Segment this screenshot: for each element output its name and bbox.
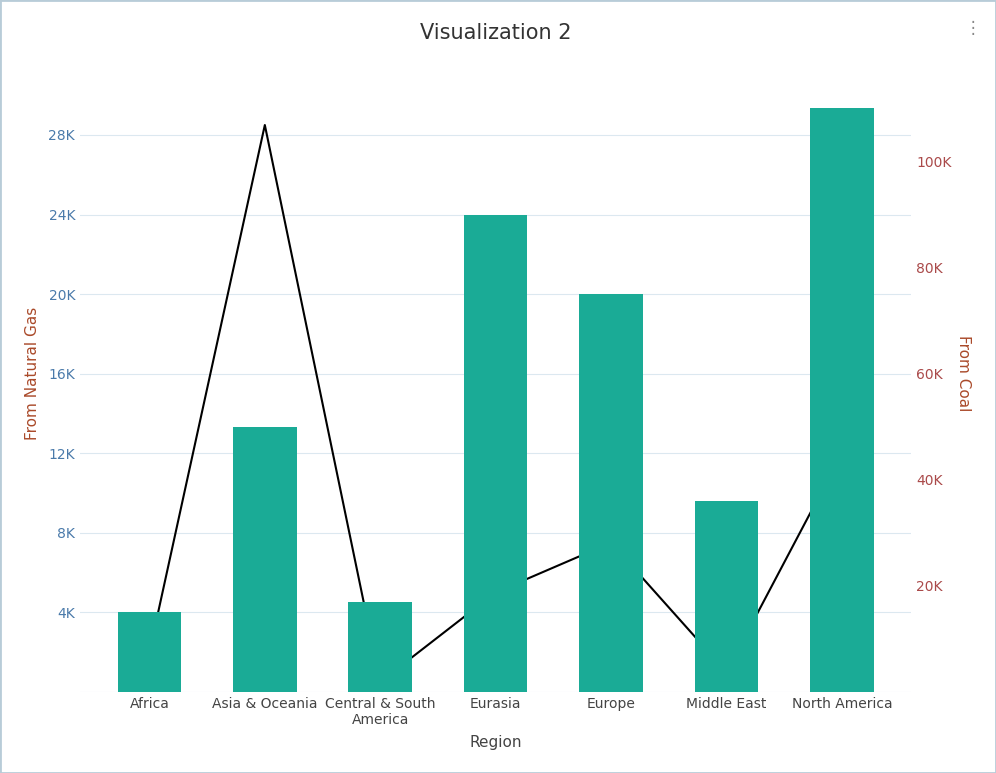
Text: ⋮: ⋮ (964, 19, 981, 37)
Y-axis label: From Natural Gas: From Natural Gas (25, 307, 40, 441)
Bar (118, 612, 181, 692)
Bar (694, 501, 758, 692)
Bar (233, 427, 297, 692)
Bar (580, 294, 642, 692)
Bar (464, 215, 527, 692)
Bar (810, 108, 873, 692)
Bar (349, 601, 412, 692)
Title: Visualization 2: Visualization 2 (420, 22, 572, 43)
Y-axis label: From Coal: From Coal (956, 335, 971, 412)
X-axis label: Region: Region (469, 735, 522, 751)
